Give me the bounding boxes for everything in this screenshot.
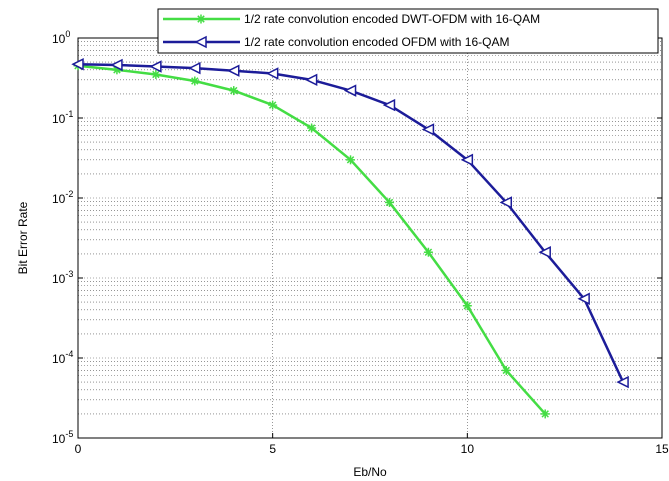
data-point-0 — [540, 409, 550, 419]
y-tick-exponent: -1 — [65, 109, 73, 119]
marker-stroke — [152, 70, 160, 79]
data-point-1 — [265, 67, 279, 80]
x-tick-label: 10 — [461, 442, 475, 456]
y-tick-base: 10 — [52, 272, 66, 286]
marker-stroke — [541, 410, 549, 418]
marker-stroke — [502, 366, 510, 375]
y-tick-base: 10 — [52, 32, 66, 46]
data-point-1 — [188, 61, 201, 75]
data-point-1 — [304, 73, 318, 87]
marker-stroke — [268, 101, 277, 109]
data-point-0 — [268, 100, 278, 110]
data-point-1 — [343, 84, 357, 97]
x-tick-label: 0 — [75, 442, 82, 456]
y-tick-base: 10 — [52, 112, 66, 126]
y-tick-exponent: 0 — [65, 29, 70, 39]
series-1 — [71, 58, 629, 389]
data-point-0 — [151, 69, 161, 79]
data-point-0 — [190, 76, 200, 86]
y-tick-label: 10-3 — [52, 269, 73, 286]
marker-stroke — [385, 198, 394, 207]
y-tick-exponent: -4 — [65, 349, 73, 359]
y-tick-label: 10-1 — [52, 109, 73, 126]
legend-marker-dwt-ofdm — [196, 14, 206, 24]
y-tick-base: 10 — [52, 192, 66, 206]
y-tick-exponent: -3 — [65, 269, 73, 279]
x-axis-label: Eb/No — [353, 465, 387, 479]
data-point-1 — [499, 196, 513, 209]
y-tick-exponent: -5 — [65, 429, 73, 439]
data-point-1 — [149, 60, 162, 73]
x-tick-label: 15 — [655, 442, 669, 456]
y-tick-label: 10-5 — [52, 429, 73, 446]
legend-marker-ofdm — [194, 35, 207, 49]
data-point-0 — [462, 301, 472, 311]
data-point-0 — [229, 86, 239, 96]
data-point-0 — [307, 123, 317, 133]
data-point-1 — [616, 375, 629, 389]
data-point-1 — [71, 58, 84, 71]
marker-stroke — [424, 248, 433, 256]
y-tick-base: 10 — [52, 352, 66, 366]
marker-stroke — [346, 156, 355, 164]
data-point-1 — [227, 64, 240, 77]
data-point-0 — [384, 197, 394, 207]
legend-label-dwt-ofdm: 1/2 rate convolution encoded DWT-OFDM wi… — [244, 12, 540, 26]
plot-area — [78, 38, 662, 438]
marker-stroke — [463, 302, 472, 310]
y-tick-label: 10-2 — [52, 189, 73, 206]
y-tick-exponent: -2 — [65, 189, 73, 199]
marker-stroke — [307, 124, 316, 132]
data-point-1 — [110, 58, 123, 72]
legend: 1/2 rate convolution encoded DWT-OFDM wi… — [157, 8, 659, 54]
marker-stroke — [197, 15, 205, 23]
marker-stroke — [230, 86, 238, 95]
grid — [78, 38, 662, 438]
data-point-0 — [501, 365, 511, 375]
series-layer — [71, 58, 629, 419]
y-tick-label: 10-4 — [52, 349, 73, 366]
y-axis-label: Bit Error Rate — [16, 201, 30, 274]
y-tick-base: 10 — [52, 432, 66, 446]
data-point-0 — [423, 247, 433, 257]
y-tick-label: 100 — [52, 29, 70, 46]
data-point-1 — [382, 98, 396, 112]
data-point-1 — [538, 246, 551, 259]
marker-stroke — [191, 77, 199, 85]
data-point-1 — [577, 292, 590, 305]
legend-box — [157, 8, 659, 54]
series-0 — [73, 61, 550, 419]
data-point-1 — [460, 153, 474, 167]
legend-marker-glyph — [194, 35, 207, 49]
data-point-0 — [346, 155, 356, 165]
x-tick-label: 5 — [269, 442, 276, 456]
data-point-1 — [421, 123, 435, 136]
legend-label-ofdm: 1/2 rate convolution encoded OFDM with 1… — [244, 35, 509, 49]
legend-marker-glyph — [196, 14, 206, 24]
